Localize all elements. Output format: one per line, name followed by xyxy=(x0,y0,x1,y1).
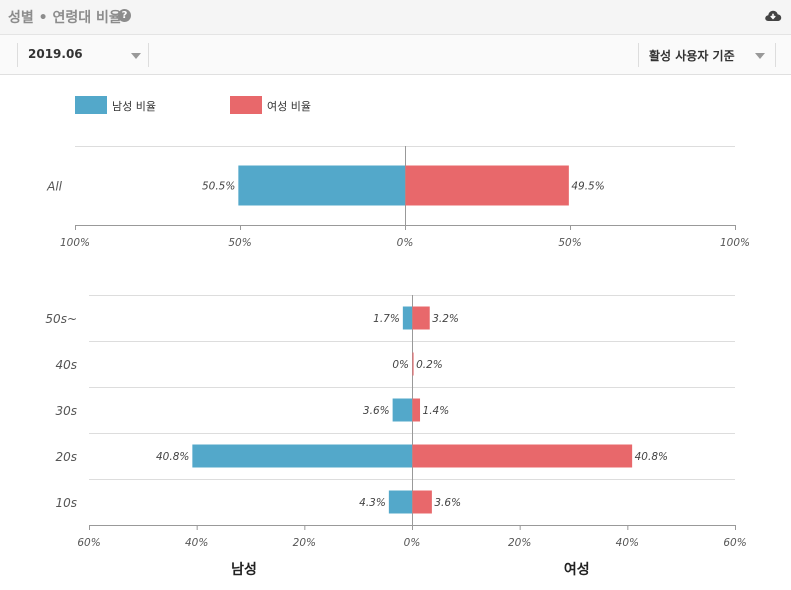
value-label-male: 50.5% xyxy=(202,181,235,193)
category-label: 40s xyxy=(55,358,77,372)
value-label-male: 1.7% xyxy=(373,313,400,325)
category-label: 30s xyxy=(55,404,77,418)
value-label-female: 49.5% xyxy=(571,181,604,193)
x-tick-label: 50% xyxy=(228,237,251,249)
bar-male xyxy=(402,306,412,330)
bar-female xyxy=(412,444,633,468)
legend-label-male: 남성 비율 xyxy=(112,100,156,113)
x-tick-label: 40% xyxy=(616,537,639,549)
chevron-down-icon xyxy=(755,53,765,59)
legend-swatch-male xyxy=(75,96,107,114)
date-select[interactable]: 2019.06 xyxy=(17,43,149,67)
category-label: 20s xyxy=(55,450,77,464)
bar-male xyxy=(392,398,412,422)
filter-toolbar: 2019.06 활성 사용자 기준 xyxy=(0,35,791,75)
value-label-female: 0.2% xyxy=(416,359,443,371)
value-label-male: 40.8% xyxy=(156,451,189,463)
category-label: 50s~ xyxy=(45,312,77,326)
bar-female xyxy=(412,352,414,376)
x-tick-label: 60% xyxy=(77,537,100,549)
value-label-male: 3.6% xyxy=(363,405,390,417)
bar-male xyxy=(388,490,412,514)
cloud-download-icon[interactable] xyxy=(764,8,782,24)
widget-title: 성별 • 연령대 비율 xyxy=(8,10,122,26)
widget-header: 성별 • 연령대 비율 ? xyxy=(0,0,791,35)
value-label-male: 4.3% xyxy=(359,497,386,509)
category-label: 10s xyxy=(55,496,77,510)
bar-female xyxy=(412,398,421,422)
date-select-value: 2019.06 xyxy=(28,47,83,61)
bar-female xyxy=(405,165,569,206)
value-label-female: 3.6% xyxy=(434,497,461,509)
x-tick-label: 50% xyxy=(558,237,581,249)
x-tick-label: 40% xyxy=(185,537,208,549)
question-circle-icon[interactable]: ? xyxy=(118,9,131,22)
gender-ratio-chart: All 50.5% 49.5% 100% 50% 0% 50% 100% xyxy=(46,146,750,249)
x-tick-label: 100% xyxy=(720,237,750,249)
value-label-male: 0% xyxy=(392,359,409,371)
bar-male xyxy=(192,444,412,468)
x-tick-label: 20% xyxy=(508,537,531,549)
legend-label-female: 여성 비율 xyxy=(267,100,311,113)
x-tick-label: 100% xyxy=(60,237,90,249)
category-label: All xyxy=(46,180,63,194)
chevron-down-icon xyxy=(131,53,141,59)
bar-female xyxy=(412,490,432,514)
bar-male xyxy=(238,165,405,206)
bar-female xyxy=(412,306,430,330)
x-tick-label: 0% xyxy=(404,537,421,549)
value-label-female: 3.2% xyxy=(432,313,459,325)
axis-label-female: 여성 xyxy=(564,561,590,578)
legend-swatch-female xyxy=(230,96,262,114)
value-label-female: 40.8% xyxy=(635,451,668,463)
x-tick-label: 20% xyxy=(293,537,316,549)
age-gender-chart: 50s~ 1.7% 3.2% 40s 0% 0.2% 30s 3.6% 1.4% 20s 40.8%… xyxy=(45,295,747,578)
x-tick-label: 0% xyxy=(397,237,414,249)
basis-select-value: 활성 사용자 기준 xyxy=(649,49,735,63)
axis-label-male: 남성 xyxy=(231,561,257,578)
x-tick-label: 60% xyxy=(723,537,746,549)
value-label-female: 1.4% xyxy=(423,405,450,417)
basis-select[interactable]: 활성 사용자 기준 xyxy=(638,43,776,67)
